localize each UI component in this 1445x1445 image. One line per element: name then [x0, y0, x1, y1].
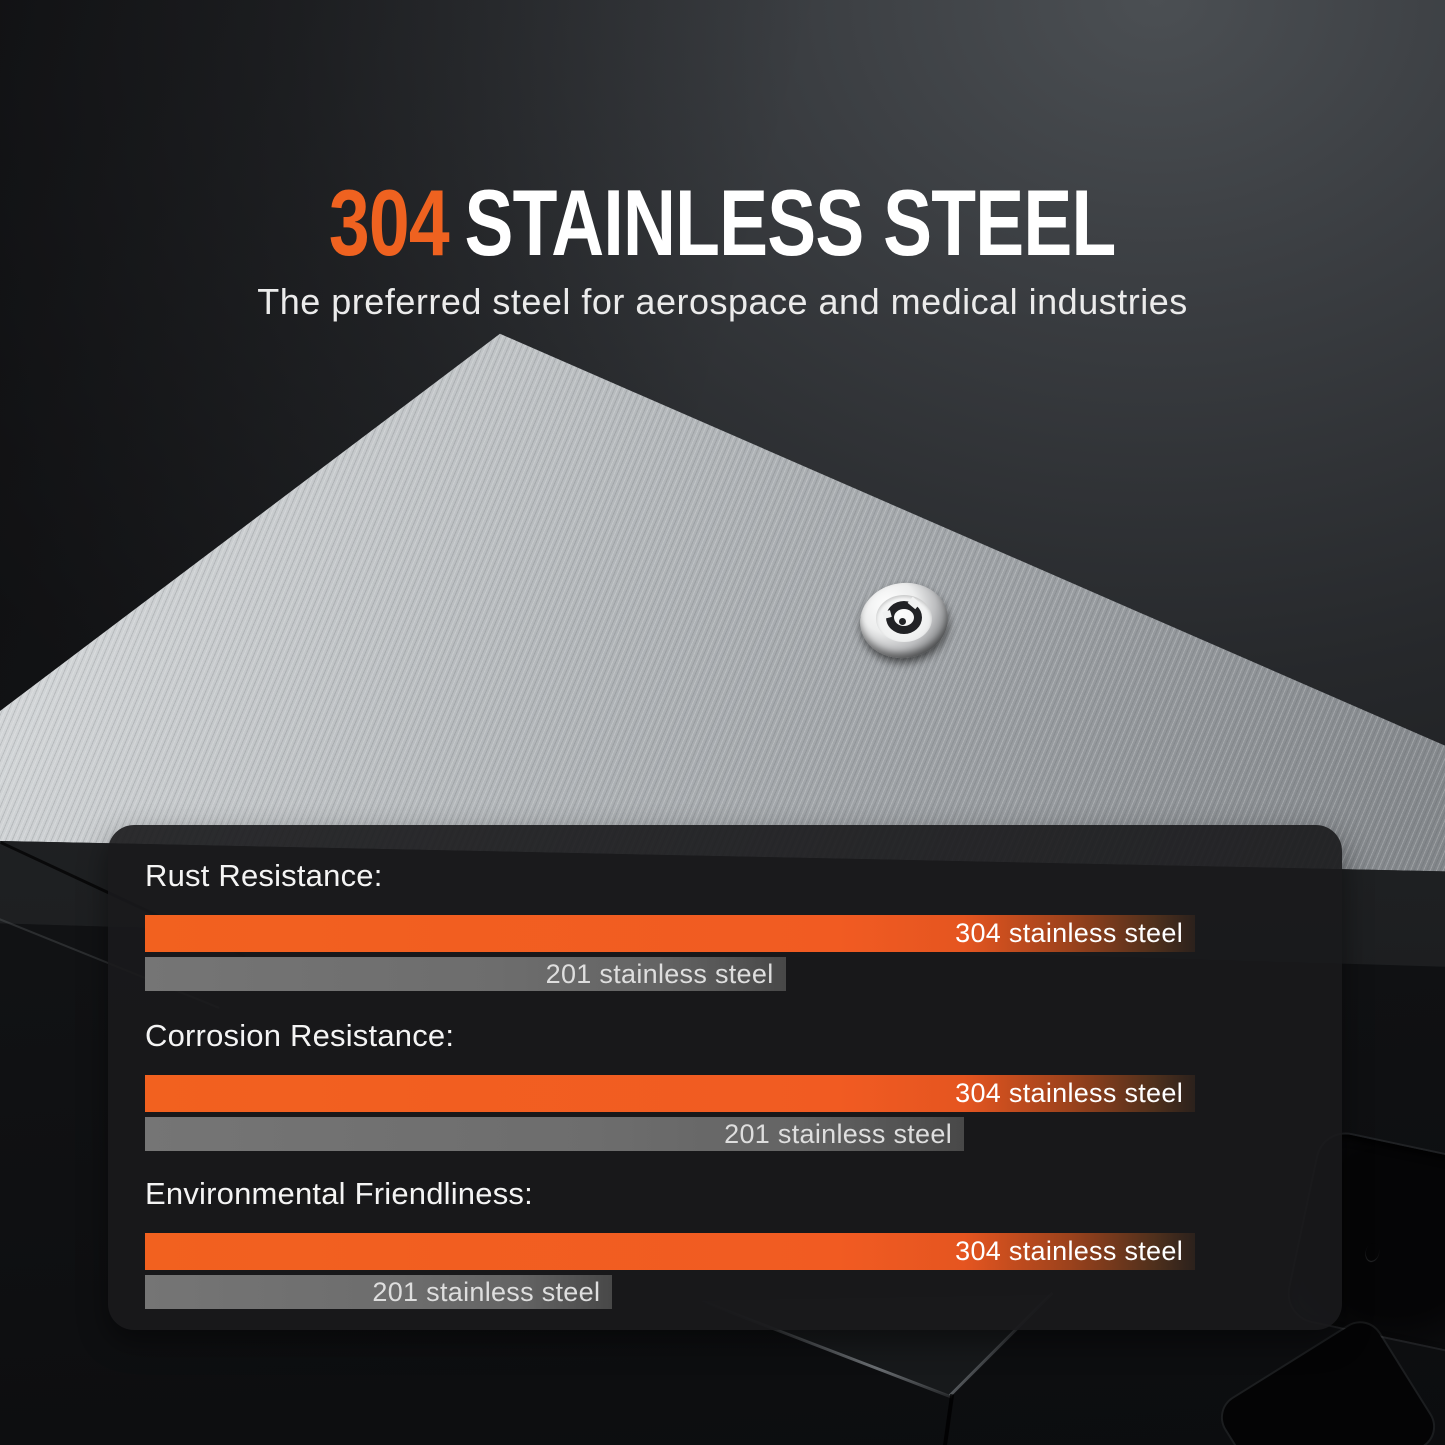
title-rest: STAINLESS STEEL	[464, 170, 1117, 275]
bar-group-environmental-friendliness: Environmental Friendliness: 304 stainles…	[145, 1175, 1195, 1309]
title-accent: 304	[329, 170, 450, 275]
bar-label: 304 stainless steel	[955, 1078, 1183, 1108]
subheader: The preferred steel for aerospace and me…	[0, 281, 1445, 323]
bar-group-label: Environmental Friendliness:	[145, 1176, 533, 1211]
header: 304 STAINLESS STEEL	[0, 176, 1445, 270]
bar-label: 201 stainless steel	[372, 1276, 601, 1307]
bar-201-stainless: 201 stainless steel	[145, 1275, 613, 1309]
keyhole-icon	[886, 601, 922, 634]
bar-201-stainless: 201 stainless steel	[145, 1117, 964, 1151]
keyhole-pin	[899, 618, 906, 625]
page-title: 304 STAINLESS STEEL	[329, 176, 1116, 270]
bar-label: 201 stainless steel	[724, 1118, 952, 1149]
comparison-panel: Rust Resistance: 304 stainless steel 201…	[108, 825, 1342, 1330]
bar-group-label: Rust Resistance:	[145, 858, 383, 893]
bar-group-corrosion-resistance: Corrosion Resistance: 304 stainless stee…	[145, 1017, 1195, 1151]
bar-304-stainless: 304 stainless steel	[145, 1075, 1195, 1112]
bar-group-rust-resistance: Rust Resistance: 304 stainless steel 201…	[145, 857, 1195, 991]
bar-group-label: Corrosion Resistance:	[145, 1018, 455, 1053]
bar-label: 304 stainless steel	[955, 1236, 1183, 1266]
bar-label: 304 stainless steel	[955, 918, 1183, 948]
bar-304-stainless: 304 stainless steel	[145, 1233, 1195, 1270]
bar-304-stainless: 304 stainless steel	[145, 915, 1195, 952]
bar-201-stainless: 201 stainless steel	[145, 957, 786, 991]
bar-label: 201 stainless steel	[545, 958, 774, 989]
page-subtitle: The preferred steel for aerospace and me…	[257, 281, 1188, 322]
